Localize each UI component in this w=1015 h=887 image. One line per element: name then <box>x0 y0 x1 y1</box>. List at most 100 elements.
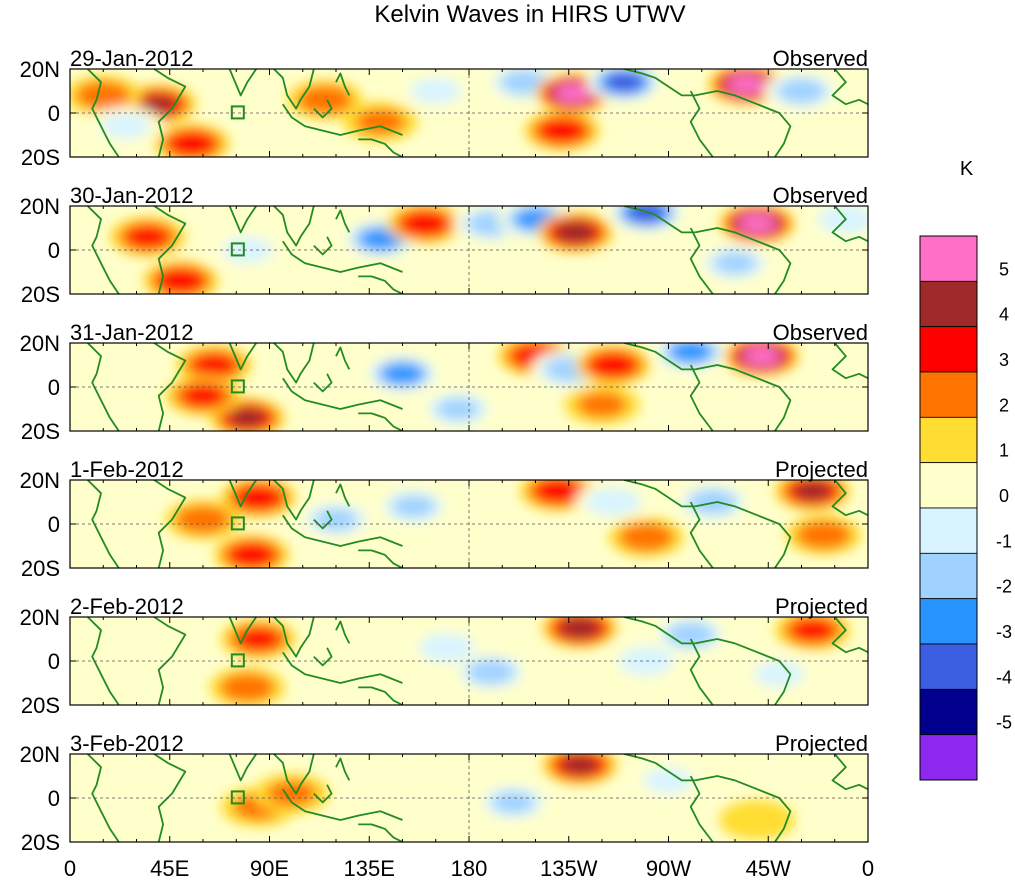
coastline <box>694 227 792 294</box>
y-tick-label: 0 <box>48 375 60 400</box>
anomaly-cell <box>714 252 756 274</box>
anomaly-cell <box>193 354 235 376</box>
colorbar-tick-label: 5 <box>999 259 1009 279</box>
reference-box <box>230 242 245 257</box>
coastline <box>273 206 315 247</box>
x-tick-label: 180 <box>451 856 488 881</box>
colorbar-swatch <box>919 734 978 781</box>
coastline <box>87 69 120 157</box>
coastline <box>689 364 714 431</box>
panel-2-feb-2012: 20N 0 20S 2-Feb-2012 Projected <box>20 594 869 718</box>
panel-date: 2-Feb-2012 <box>70 594 184 619</box>
coastline <box>623 480 696 508</box>
coastline <box>282 240 403 273</box>
y-tick-label: 0 <box>48 649 60 674</box>
anomaly-cell <box>670 343 712 363</box>
anomaly-cell <box>359 228 402 250</box>
coastline <box>694 501 792 568</box>
colorbar-tick-label: -3 <box>996 622 1012 642</box>
anomaly-cell <box>141 95 176 113</box>
y-tick-label: 20S <box>21 282 60 307</box>
panel-31-jan-2012: 20N 0 20S 31-Jan-2012 Observed <box>20 320 869 444</box>
anomaly-cell <box>554 83 593 104</box>
coastline <box>358 686 403 705</box>
anomaly-cell <box>554 221 597 244</box>
colorbar-frame <box>919 235 978 781</box>
anomaly-cell <box>228 408 266 428</box>
y-tick-label: 20S <box>21 693 60 718</box>
colorbar-tick-label: -2 <box>996 577 1012 597</box>
coastline <box>689 227 714 294</box>
coastline <box>282 103 403 136</box>
coastlines <box>87 754 868 842</box>
colorbar-swatch <box>919 235 978 282</box>
anomaly-cell <box>627 206 666 223</box>
coastline <box>694 638 792 705</box>
coastline <box>689 775 714 842</box>
coastline <box>153 343 187 431</box>
reference-box <box>230 516 245 531</box>
anomaly-field <box>70 69 868 157</box>
panel-date: 31-Jan-2012 <box>70 320 194 345</box>
anomaly-cell <box>618 522 674 552</box>
coastlines <box>87 617 868 705</box>
panel-29-jan-2012: 20N 0 20S 29-Jan-2012 Observed <box>20 46 869 170</box>
panel-1-feb-2012: 20N 0 20S 1-Feb-2012 Projected <box>20 457 869 581</box>
y-tick-label: 20N <box>20 605 60 630</box>
coastline <box>358 275 403 294</box>
anomaly-cell <box>297 85 353 115</box>
panel-date: 1-Feb-2012 <box>70 457 184 482</box>
anomaly-cell <box>726 74 766 95</box>
coastline <box>831 617 868 654</box>
coastline <box>194 480 259 508</box>
anomaly-cell <box>237 628 280 650</box>
coastline <box>335 72 351 96</box>
anomaly-cell <box>157 268 204 293</box>
colorbar-swatch <box>919 598 978 645</box>
anomaly-cell <box>126 226 169 248</box>
panel-date: 29-Jan-2012 <box>70 46 194 71</box>
coastlines <box>87 69 868 157</box>
coastline <box>335 757 351 781</box>
colorbar-swatch <box>919 462 978 509</box>
coastline <box>282 788 403 821</box>
colorbar-swatch <box>919 688 978 736</box>
coastline <box>194 617 259 645</box>
panel-kind: Observed <box>773 320 868 345</box>
reference-box <box>230 379 245 394</box>
anomaly-blobs <box>109 206 868 294</box>
anomaly-cell <box>577 391 627 418</box>
coastline <box>335 620 351 644</box>
coastline <box>623 69 696 97</box>
coastline <box>87 206 120 294</box>
coastline <box>623 343 696 371</box>
colorbar-swatch <box>919 326 978 373</box>
anomaly-cell <box>266 780 317 807</box>
anomaly-cell <box>501 70 548 95</box>
colorbar-tick-label: -5 <box>996 713 1012 733</box>
coastline <box>282 651 403 684</box>
coastlines <box>87 480 868 568</box>
anomaly-field <box>87 343 868 431</box>
anomaly-field <box>87 617 868 705</box>
coastline <box>273 69 315 110</box>
coastline <box>689 90 714 157</box>
coastline <box>87 754 120 842</box>
reference-box <box>230 790 245 805</box>
anomaly-field <box>87 206 868 294</box>
colorbar-swatch <box>919 416 978 464</box>
coastline <box>358 138 403 157</box>
colorbar-swatch <box>919 371 978 418</box>
anomaly-cell <box>120 778 197 818</box>
anomaly-cell <box>168 131 216 156</box>
anomaly-cell <box>175 505 231 534</box>
colorbar-tick-label: 4 <box>999 305 1009 325</box>
coastline <box>623 617 696 645</box>
anomaly-cell <box>75 81 131 110</box>
anomaly-blobs <box>70 69 840 157</box>
colorbar-tick-label: 0 <box>999 486 1009 506</box>
x-tick-label: 0 <box>862 856 874 881</box>
anomaly-cell <box>419 633 475 663</box>
panel-kind: Projected <box>775 457 868 482</box>
